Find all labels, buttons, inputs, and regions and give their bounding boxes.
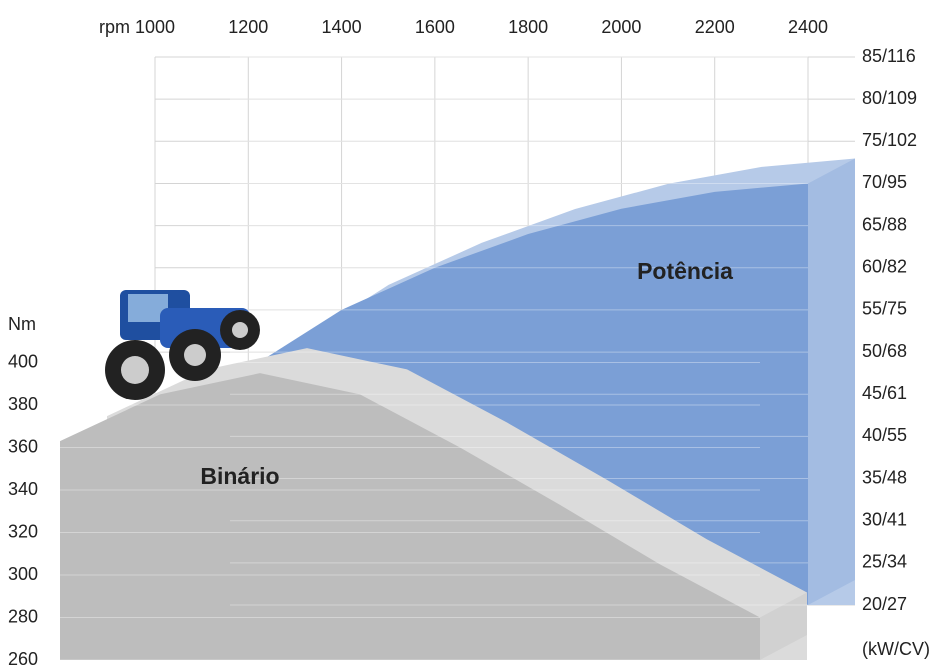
y-tick-label: 360 [8, 436, 38, 456]
y-tick-label: 320 [8, 521, 38, 541]
y2-tick-label: 65/88 [862, 214, 907, 234]
tractor-icon [105, 290, 260, 400]
y2-tick-label: 85/116 [862, 46, 916, 66]
y2-tick-label: 20/27 [862, 594, 907, 614]
x-tick-label: 1200 [228, 17, 268, 37]
x-tick-label: rpm 1000 [99, 17, 175, 37]
y2-tick-label: 35/48 [862, 467, 907, 487]
x-tick-label: 2000 [601, 17, 641, 37]
y2-tick-label: 30/41 [862, 509, 907, 529]
y-tick-label: 260 [8, 649, 38, 669]
y2-tick-label: 80/109 [862, 88, 917, 108]
area-side [760, 592, 807, 660]
area-layer [60, 158, 855, 660]
y2-tick-label: 75/102 [862, 130, 917, 150]
x-tick-label: 2400 [788, 17, 828, 37]
x-tick-label: 1600 [415, 17, 455, 37]
series-label: Potência [637, 258, 733, 284]
area-side [808, 158, 855, 605]
y-tick-label: 400 [8, 351, 38, 371]
y2-tick-label: 55/75 [862, 299, 907, 319]
x-tick-label: 1800 [508, 17, 548, 37]
front-layer: Potência Binário [60, 56, 808, 661]
y-tick-label: 280 [8, 606, 38, 626]
y-tick-label: 380 [8, 394, 38, 414]
y2-tick-label: 45/61 [862, 383, 907, 403]
x-tick-label: 2200 [695, 17, 735, 37]
y2-tick-label: 40/55 [862, 425, 907, 445]
left-axis-label: Nm [8, 314, 36, 334]
y-tick-label: 340 [8, 479, 38, 499]
x-tick-label: 1400 [322, 17, 362, 37]
y-tick-label: 300 [8, 564, 38, 584]
series-label: Binário [200, 463, 279, 489]
area [60, 373, 760, 660]
y2-tick-label: 25/34 [862, 552, 907, 572]
y2-tick-label: 60/82 [862, 257, 907, 277]
y2-tick-label: 70/95 [862, 172, 907, 192]
right-axis-label: (kW/CV) [862, 639, 930, 659]
y2-tick-label: 50/68 [862, 341, 907, 361]
